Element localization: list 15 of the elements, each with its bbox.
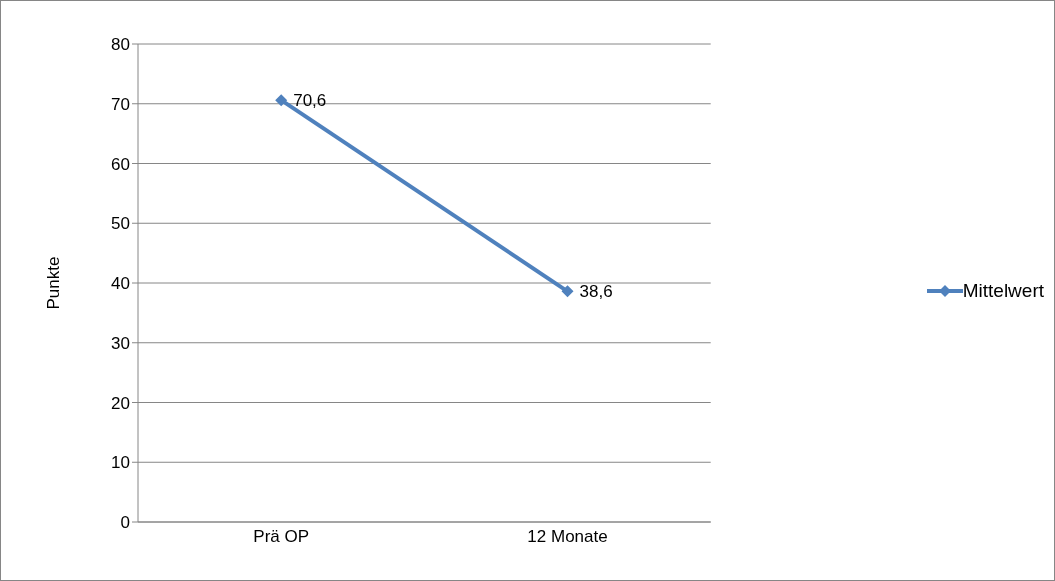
y-tick-label: 40 <box>111 274 130 294</box>
y-tick-label: 60 <box>111 154 130 174</box>
y-tick-label: 20 <box>111 393 130 413</box>
y-tick-label: 10 <box>111 453 130 473</box>
x-tick-label: 12 Monate <box>527 527 608 547</box>
y-tick-label: 80 <box>111 35 130 55</box>
x-tick-label: Prä OP <box>253 527 310 547</box>
data-label: 70,6 <box>293 91 327 111</box>
y-tick-label: 70 <box>111 94 130 114</box>
legend-label: Mittelwert <box>962 279 1044 302</box>
data-label: 38,6 <box>579 282 613 302</box>
y-tick-label: 0 <box>120 513 130 533</box>
y-tick-label: 30 <box>111 333 130 353</box>
y-tick-label: 50 <box>111 214 130 234</box>
y-axis-title: Punkte <box>44 256 64 310</box>
